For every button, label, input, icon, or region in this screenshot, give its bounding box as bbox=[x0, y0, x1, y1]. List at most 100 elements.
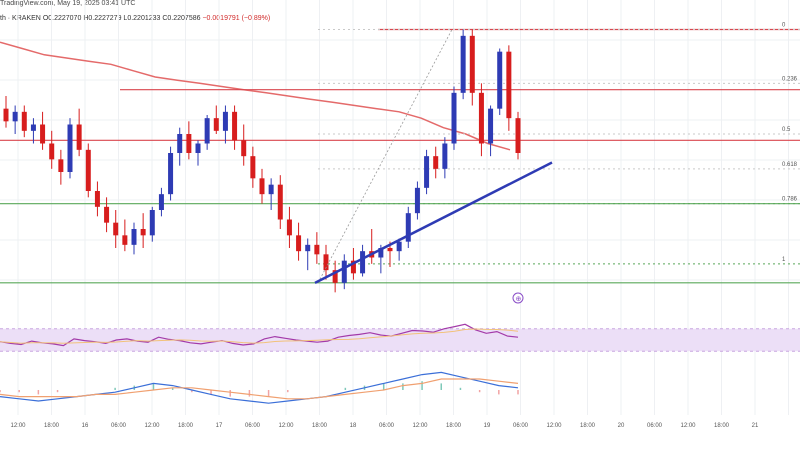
candle-body bbox=[323, 254, 329, 271]
candle-body bbox=[122, 235, 128, 245]
x-axis-tick-label: 12:00 bbox=[546, 423, 562, 429]
candle-body bbox=[30, 124, 36, 131]
fib-level-label: 0.618 bbox=[782, 162, 798, 168]
candle-body bbox=[424, 156, 430, 188]
candle-body bbox=[286, 219, 292, 236]
x-axis-tick-label: 19 bbox=[484, 423, 491, 429]
macd-line bbox=[0, 371, 519, 404]
fib-level-label: 1 bbox=[782, 257, 786, 263]
open-value: O0.2227070 bbox=[42, 15, 82, 22]
candle-body bbox=[21, 111, 27, 131]
x-axis-tick-label: 12:00 bbox=[278, 423, 294, 429]
candle-body bbox=[506, 51, 512, 119]
candle-body bbox=[515, 118, 521, 153]
candle-body bbox=[305, 244, 311, 252]
fib-level-label: 0.5 bbox=[782, 127, 791, 133]
candle-body bbox=[414, 187, 420, 214]
candle-body bbox=[241, 140, 247, 157]
x-axis-tick-label: 06:00 bbox=[647, 423, 663, 429]
candle-body bbox=[451, 92, 457, 144]
x-axis-tick-label: 18 bbox=[350, 423, 357, 429]
candle-body bbox=[296, 235, 302, 252]
candle-body bbox=[158, 194, 164, 210]
x-axis-tick-label: 17 bbox=[216, 423, 223, 429]
x-axis-tick-label: 12:00 bbox=[144, 423, 160, 429]
sma-line bbox=[0, 41, 511, 151]
watermark: TradingView.com, May 19, 2025 03:41 UTC bbox=[0, 0, 136, 7]
x-axis-tick-label: 21 bbox=[752, 423, 759, 429]
candle-body bbox=[433, 156, 439, 169]
fib-level-label: 0.786 bbox=[782, 197, 798, 203]
candle-body bbox=[140, 229, 146, 236]
candle-body bbox=[341, 260, 347, 283]
fib-level-label: 0 bbox=[782, 23, 786, 29]
candle-body bbox=[469, 35, 475, 93]
candle-body bbox=[277, 184, 283, 220]
candle-body bbox=[177, 134, 183, 153]
candle-body bbox=[204, 118, 210, 144]
trend-line bbox=[314, 161, 553, 284]
candle-body bbox=[460, 35, 466, 93]
macd-signal-line bbox=[0, 378, 519, 400]
x-axis-tick-label: 06:00 bbox=[111, 423, 127, 429]
x-axis-tick-label: 06:00 bbox=[245, 423, 261, 429]
candle-body bbox=[186, 134, 192, 153]
x-axis-tick-label: 18:00 bbox=[178, 423, 194, 429]
rsi-sma-line bbox=[0, 328, 519, 344]
candle-body bbox=[488, 108, 494, 144]
candle-body bbox=[268, 184, 274, 195]
x-axis-tick-label: 20 bbox=[618, 423, 625, 429]
x-axis-tick-label: 06:00 bbox=[513, 423, 529, 429]
symbol-label: th · KRAKEN bbox=[0, 15, 41, 22]
x-axis-tick-label: 12:00 bbox=[680, 423, 696, 429]
close-value: C0.2207586 bbox=[162, 15, 201, 22]
fib-level-label: 0.236 bbox=[782, 76, 798, 82]
candle-body bbox=[222, 111, 228, 131]
candle-body bbox=[58, 159, 64, 172]
candle-body bbox=[497, 51, 503, 109]
candle-body bbox=[149, 210, 155, 236]
candle-body bbox=[396, 241, 402, 252]
candle-body bbox=[405, 213, 411, 242]
x-axis-tick-label: 18:00 bbox=[580, 423, 596, 429]
x-axis-tick-label: 06:00 bbox=[379, 423, 395, 429]
rsi-band bbox=[0, 328, 800, 352]
fib-anchor-line bbox=[317, 29, 453, 284]
x-axis-tick-label: 12:00 bbox=[10, 423, 26, 429]
candle-body bbox=[195, 143, 201, 153]
change-value: −0.0019791 (−0.89%) bbox=[202, 15, 271, 22]
x-axis-tick-label: 18:00 bbox=[714, 423, 730, 429]
candle-body bbox=[250, 156, 256, 179]
x-axis-tick-label: 18:00 bbox=[312, 423, 328, 429]
candle-body bbox=[104, 206, 110, 223]
candle-body bbox=[232, 111, 238, 141]
candle-body bbox=[314, 244, 320, 255]
replay-marker-icon bbox=[512, 292, 524, 304]
candle-body bbox=[85, 149, 91, 191]
candle-body bbox=[67, 124, 73, 172]
candle-body bbox=[40, 124, 46, 144]
candle-body bbox=[49, 143, 55, 160]
candle-body bbox=[76, 124, 82, 150]
x-axis-tick-label: 18:00 bbox=[446, 423, 462, 429]
candle-body bbox=[12, 111, 18, 122]
low-value: L0.2201233 bbox=[123, 15, 161, 22]
candle-body bbox=[213, 118, 219, 131]
candle-body bbox=[378, 248, 384, 258]
candle-body bbox=[350, 260, 356, 274]
candle-body bbox=[478, 92, 484, 144]
candle-body bbox=[332, 270, 338, 283]
candle-body bbox=[168, 153, 174, 195]
candle-body bbox=[360, 251, 366, 274]
x-axis-tick-label: 18:00 bbox=[44, 423, 60, 429]
candle-body bbox=[3, 108, 9, 122]
rsi-line bbox=[0, 323, 519, 347]
candle-body bbox=[113, 222, 119, 236]
candle-body bbox=[259, 178, 265, 195]
high-value: H0.2227279 bbox=[83, 15, 122, 22]
candle-body bbox=[94, 191, 100, 207]
candle-body bbox=[442, 143, 448, 169]
x-axis-tick-label: 16 bbox=[82, 423, 89, 429]
candle-body bbox=[387, 248, 393, 252]
